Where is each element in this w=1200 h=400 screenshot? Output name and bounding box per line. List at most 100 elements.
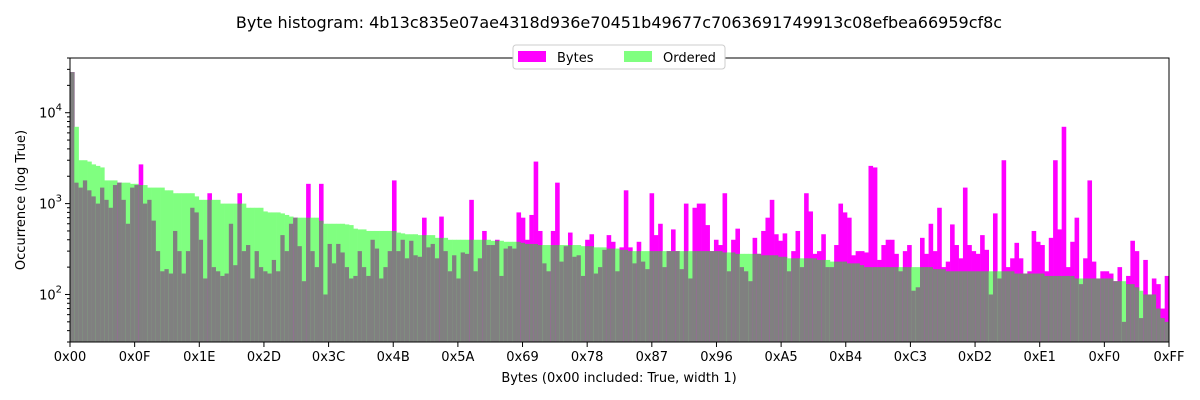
overlap-bar xyxy=(224,273,230,342)
overlap-bar xyxy=(370,239,376,342)
overlap-bar xyxy=(881,267,886,342)
overlap-bar xyxy=(190,207,195,342)
overlap-bar xyxy=(739,267,745,342)
overlap-bar xyxy=(640,261,646,342)
overlap-bar xyxy=(662,267,668,342)
histogram-bar xyxy=(160,187,165,342)
overlap-bar xyxy=(821,259,826,342)
overlap-bar xyxy=(112,185,118,342)
overlap-bar xyxy=(366,275,371,342)
overlap-bar xyxy=(1035,273,1041,342)
overlap-bar xyxy=(855,263,861,342)
overlap-bar xyxy=(984,271,989,342)
histogram-bar xyxy=(215,199,221,342)
overlap-bar xyxy=(1091,278,1097,342)
overlap-bar xyxy=(920,267,925,342)
plot-area xyxy=(69,57,1170,343)
overlap-bar xyxy=(121,199,127,342)
overlap-bar xyxy=(769,255,775,342)
overlap-bar xyxy=(246,245,251,342)
overlap-bar xyxy=(168,273,174,342)
overlap-bar xyxy=(795,258,801,342)
overlap-bar xyxy=(1130,284,1135,342)
overlap-bar xyxy=(847,263,852,342)
x-tick-label: 0x96 xyxy=(700,350,733,365)
x-tick-label: 0xC3 xyxy=(894,350,927,365)
overlap-bar xyxy=(671,251,676,342)
overlap-bar xyxy=(147,199,152,342)
overlap-bar xyxy=(525,243,530,342)
overlap-bar xyxy=(877,267,882,342)
overlap-bar xyxy=(318,220,324,342)
overlap-bar xyxy=(1108,278,1114,342)
overlap-bar xyxy=(155,251,161,342)
overlap-bar xyxy=(336,243,341,342)
overlap-bar xyxy=(851,263,856,342)
histogram-bar xyxy=(181,193,187,342)
overlap-bar xyxy=(361,267,367,342)
overlap-bar xyxy=(151,220,157,342)
overlap-bar xyxy=(816,259,822,342)
overlap-bar xyxy=(417,256,423,342)
overlap-bar xyxy=(434,258,440,342)
legend-box xyxy=(512,44,726,70)
overlap-bar xyxy=(928,267,934,342)
overlap-bar xyxy=(546,271,552,342)
overlap-bar xyxy=(340,252,346,342)
overlap-bar xyxy=(323,294,328,342)
x-tick-label: 0xF0 xyxy=(1088,350,1120,365)
overlap-bar xyxy=(482,239,487,342)
overlap-bar xyxy=(267,273,273,342)
overlap-bar xyxy=(829,267,835,342)
x-tick-label: 0x4B xyxy=(377,350,410,365)
overlap-bar xyxy=(422,235,427,342)
overlap-bar xyxy=(426,247,431,342)
histogram-bar xyxy=(1138,290,1144,342)
overlap-bar xyxy=(778,256,783,342)
overlap-bar xyxy=(593,273,599,342)
overlap-bar xyxy=(675,251,680,342)
overlap-bar xyxy=(220,275,225,342)
overlap-bar xyxy=(683,251,689,342)
overlap-bar xyxy=(825,267,831,342)
overlap-bar xyxy=(1010,271,1015,342)
overlap-bar xyxy=(542,263,547,342)
overlap-bar xyxy=(1061,275,1067,342)
overlap-bar xyxy=(550,245,556,342)
overlap-bar xyxy=(980,271,985,342)
overlap-bar xyxy=(615,271,620,342)
overlap-bar xyxy=(233,265,238,342)
overlap-bar xyxy=(563,246,569,342)
overlap-bar xyxy=(915,287,921,342)
overlap-bar xyxy=(91,196,97,342)
overlap-bar xyxy=(258,267,264,342)
overlap-bar xyxy=(344,267,350,342)
x-tick-label: 0x2D xyxy=(247,350,281,365)
overlap-bar xyxy=(529,243,534,342)
overlap-bar xyxy=(1160,318,1166,342)
overlap-bar xyxy=(228,223,234,342)
overlap-bar xyxy=(580,275,586,342)
overlap-bar xyxy=(207,199,212,342)
overlap-bar xyxy=(237,203,243,342)
overlap-bar xyxy=(653,251,659,342)
overlap-bar xyxy=(1134,287,1140,342)
overlap-bar xyxy=(1083,278,1088,342)
overlap-bar xyxy=(70,72,75,342)
overlap-bar xyxy=(572,256,577,342)
overlap-bar xyxy=(100,187,105,342)
overlap-bar xyxy=(1040,273,1045,342)
overlap-bar xyxy=(280,235,285,342)
overlap-bar xyxy=(632,263,637,342)
overlap-bar xyxy=(623,249,629,342)
overlap-bar xyxy=(576,255,582,342)
overlap-bar xyxy=(937,269,942,342)
overlap-bar xyxy=(409,240,414,342)
x-tick-label: 0x78 xyxy=(571,350,604,365)
x-tick-label: 0xB4 xyxy=(829,350,862,365)
overlap-bar xyxy=(756,253,762,342)
overlap-bar xyxy=(125,223,131,342)
overlap-bar xyxy=(924,267,929,342)
histogram-bar xyxy=(164,190,170,342)
histogram-bar xyxy=(872,167,878,342)
